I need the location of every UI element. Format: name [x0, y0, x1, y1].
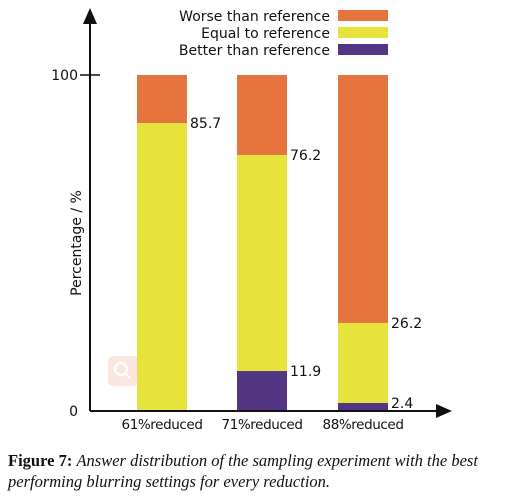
legend-label-3: Better than reference: [179, 43, 330, 59]
bar-segment-1-3: [137, 75, 187, 124]
caption-text: Answer distribution of the sampling expe…: [8, 451, 478, 491]
bar-segment-1-2: [137, 123, 187, 411]
legend-swatch-2: [338, 27, 388, 38]
figure-caption: Figure 7: Answer distribution of the sam…: [8, 450, 508, 492]
legend-label-2: Equal to reference: [201, 26, 330, 42]
category-label-3: 88%reduced: [323, 417, 404, 433]
axes-layer: 0 100 Percentage / % 61%reduced 71%reduced 88…: [51, 8, 452, 433]
value-label-3: 11.9: [290, 364, 321, 380]
category-label-1: 61%reduced: [122, 417, 203, 433]
legend-swatch-1: [338, 10, 388, 21]
caption-label: Figure 7:: [8, 451, 73, 470]
value-label-4: 26.2: [391, 316, 422, 332]
bar-segment-3-2: [338, 322, 388, 403]
value-labels-layer: 85.7 76.2 11.9 26.2 2.4: [190, 116, 422, 412]
legend-swatch-3: [338, 44, 388, 55]
x-axis-arrow: [436, 404, 452, 418]
bar-segment-2-2: [237, 154, 287, 372]
magnifier-icon: [108, 356, 138, 386]
bar-segment-2-3: [237, 75, 287, 155]
y-axis-arrow: [83, 8, 97, 24]
value-label-2: 76.2: [290, 148, 321, 164]
value-label-5: 2.4: [391, 396, 413, 412]
bars-layer: [137, 75, 388, 411]
category-label-2: 71%reduced: [222, 417, 303, 433]
legend-label-1: Worse than reference: [179, 9, 330, 25]
value-label-1: 85.7: [190, 116, 221, 132]
bar-segment-2-1: [237, 371, 287, 411]
y-axis-label: Percentage / %: [69, 190, 85, 296]
y-tick-label-2: 100: [51, 68, 78, 84]
y-tick-label-1: 0: [69, 404, 78, 420]
stacked-bar-chart: 0 100 Percentage / % 61%reduced 71%reduced 88…: [51, 8, 452, 433]
bar-segment-3-3: [338, 75, 388, 323]
bar-segment-3-1: [338, 402, 388, 411]
